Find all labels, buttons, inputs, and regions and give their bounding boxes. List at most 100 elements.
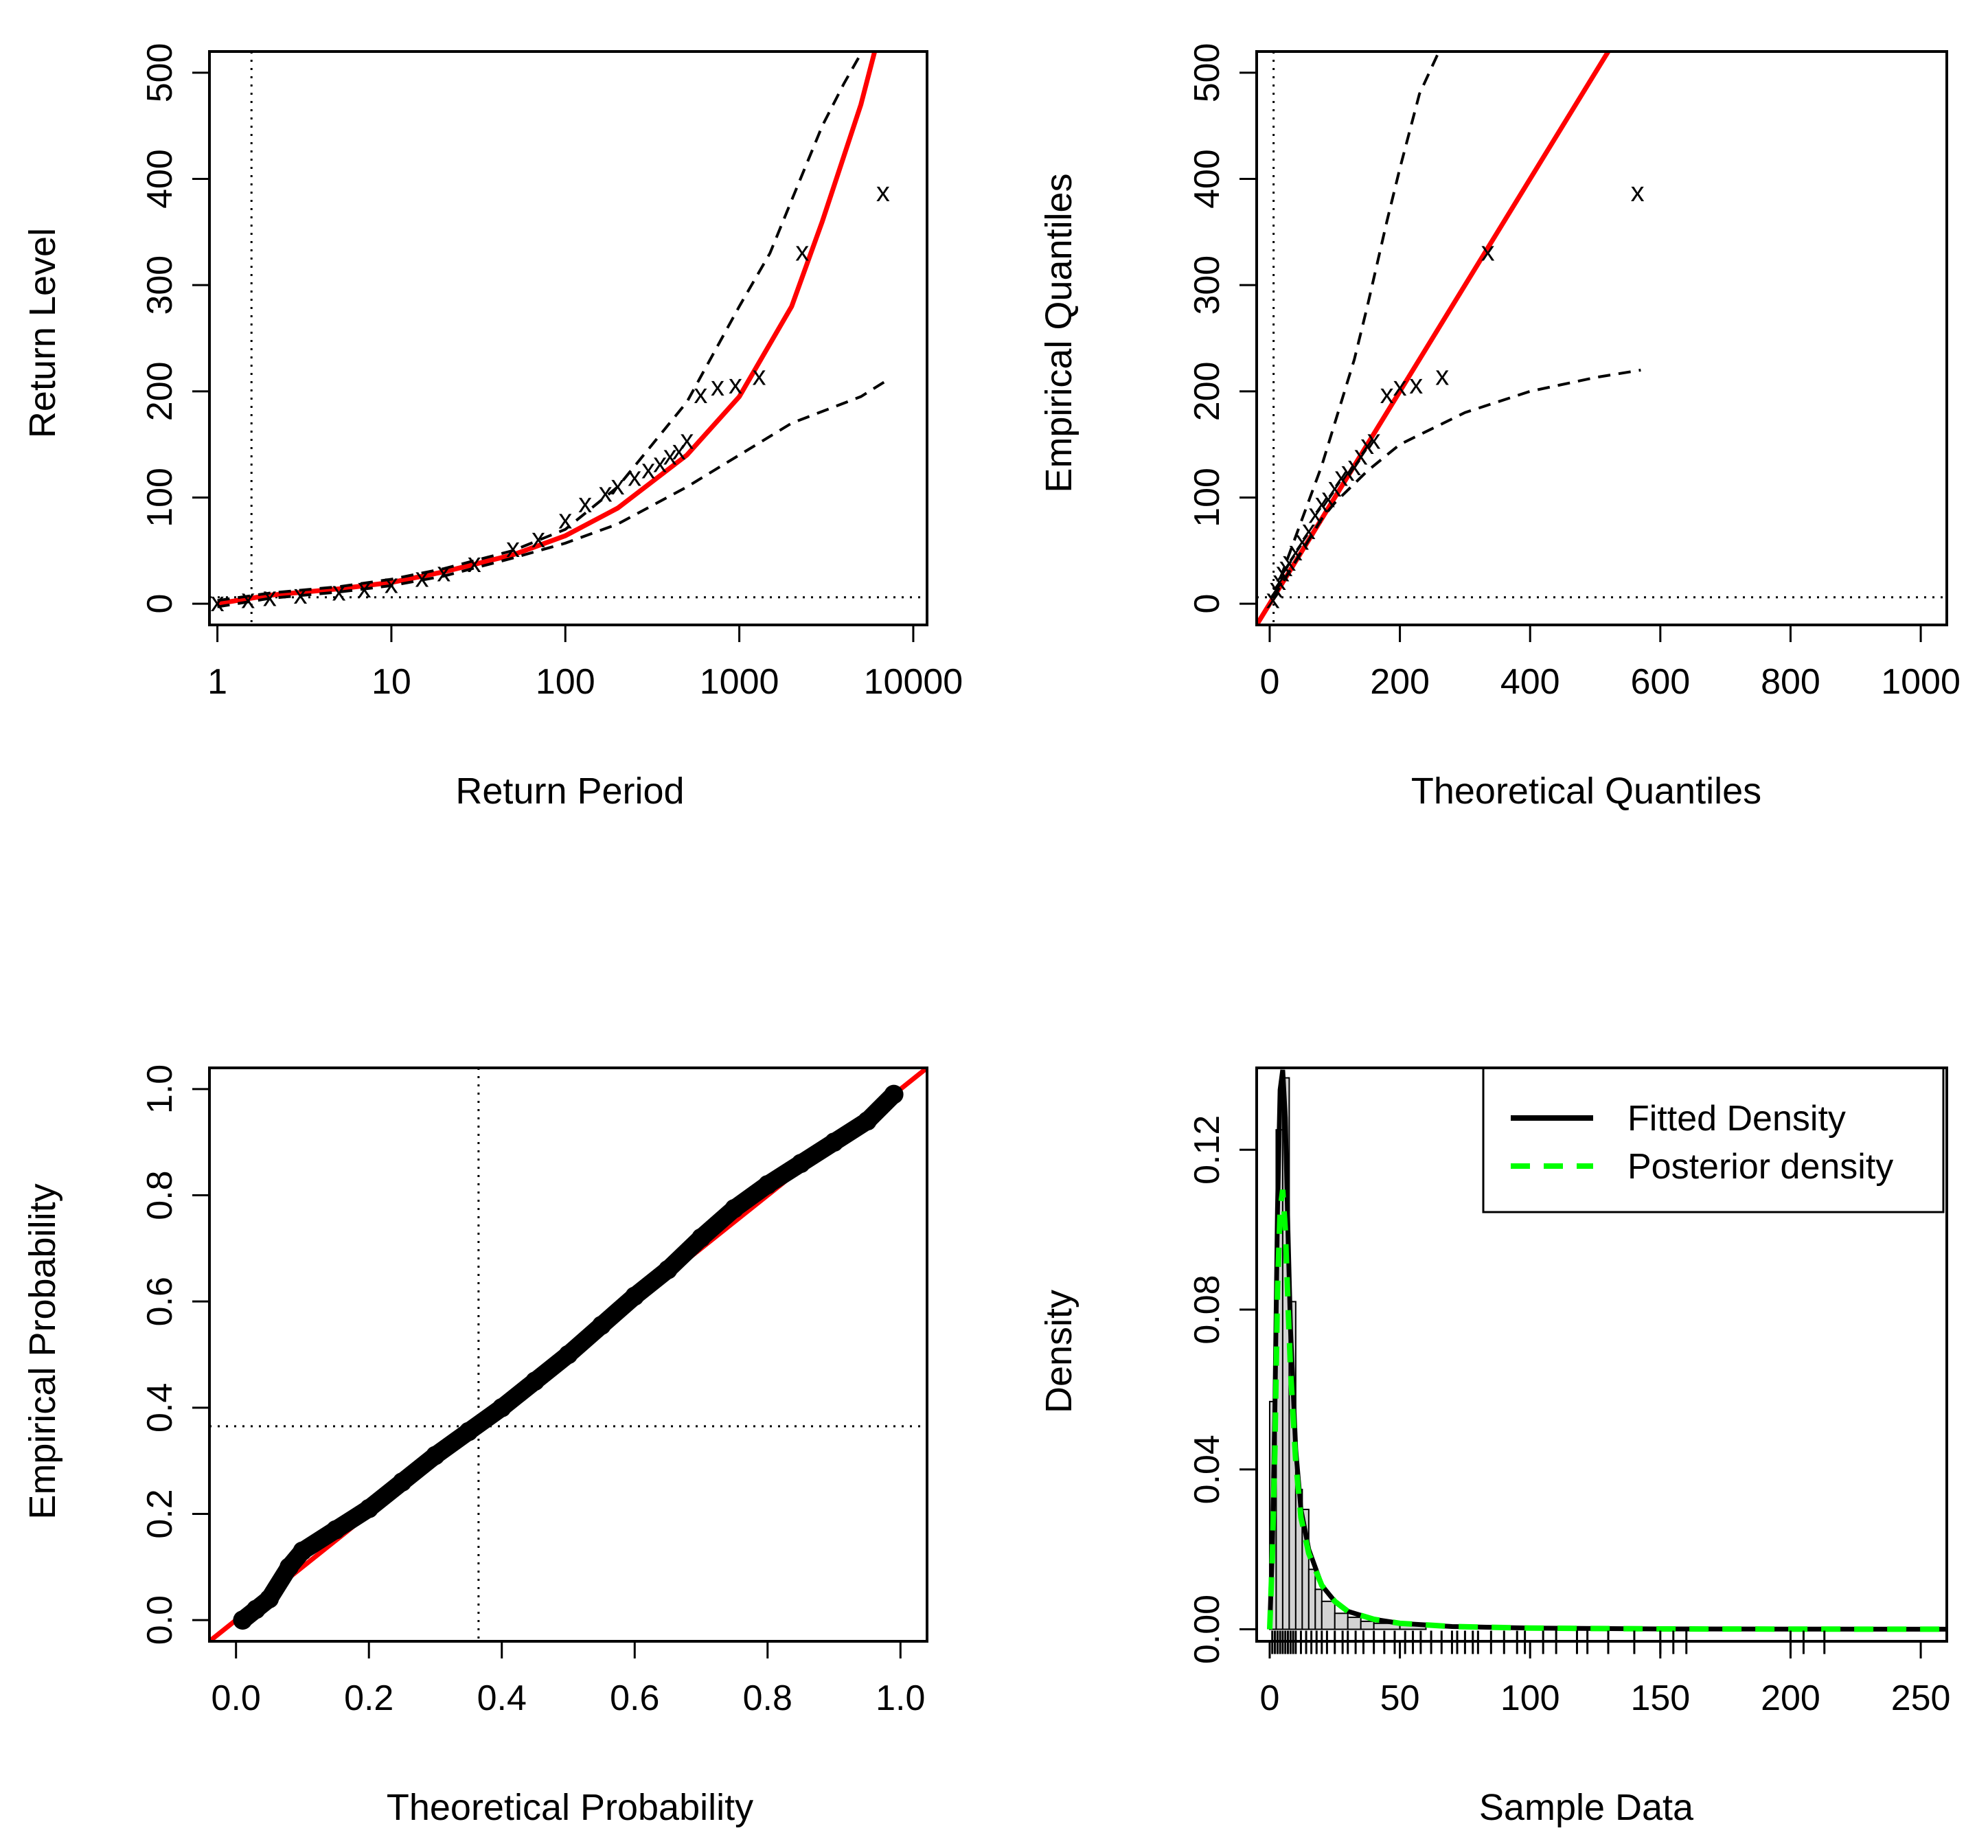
histogram-bar <box>1347 1617 1362 1630</box>
fitted-density-line <box>1267 1069 1947 1632</box>
empirical-return-levels-point: x <box>293 580 307 610</box>
x-tick-label: 0 <box>1260 662 1280 702</box>
x-tick-label: 600 <box>1630 662 1690 702</box>
probabilities-point <box>824 1132 844 1152</box>
probabilities-point <box>459 1422 479 1441</box>
y-tick-label: 0.04 <box>1187 1435 1227 1504</box>
quantiles-point: x <box>1409 369 1423 400</box>
x-tick-label: 200 <box>1761 1678 1820 1718</box>
plot-frame <box>208 50 928 626</box>
x-tick-label: 0 <box>1260 1678 1280 1718</box>
x-tick-label: 0.0 <box>212 1678 261 1718</box>
probabilities-point <box>724 1198 744 1218</box>
empirical-return-levels-point: x <box>694 379 707 409</box>
empirical-return-levels-point: x <box>385 569 398 600</box>
probabilities-point <box>625 1286 645 1306</box>
y-tick-label: 0.4 <box>140 1383 180 1433</box>
empirical-return-levels-point: x <box>468 548 481 578</box>
quantiles-point: x <box>1367 424 1381 455</box>
empirical-return-levels-point: x <box>532 523 545 554</box>
empirical-return-levels-point: x <box>241 584 255 614</box>
x-tick-label: 100 <box>1500 1678 1560 1718</box>
y-axis-label: Empirical Quantiles <box>1038 173 1079 492</box>
empirical-return-levels-point: x <box>672 435 686 466</box>
x-axis: 0.0 0.2 0.4 0.6 0.8 1.0 <box>212 1641 925 1718</box>
empirical-return-levels-point: x <box>795 237 809 267</box>
empirical-return-levels-point: x <box>711 372 724 402</box>
y-tick-label: 0.12 <box>1187 1115 1227 1185</box>
y-tick-label: 300 <box>140 255 180 315</box>
probabilities-point <box>325 1520 345 1540</box>
empirical-return-levels-point: x <box>578 488 592 518</box>
x-axis: 0 50 100 150 200 250 <box>1260 1641 1950 1718</box>
x-tick-label: 400 <box>1500 662 1560 702</box>
quantiles-point: x <box>1393 372 1407 402</box>
empirical-return-levels-point: x <box>437 558 450 588</box>
y-tick-label: 0.8 <box>140 1170 180 1220</box>
probabilities-point <box>246 1599 266 1619</box>
y-tick-label: 0.00 <box>1187 1595 1227 1664</box>
y-axis: 0.00 0.04 0.08 0.12 <box>1187 1115 1257 1664</box>
probabilities-point <box>233 1610 253 1630</box>
probabilities-point <box>359 1498 379 1518</box>
y-tick-label: 100 <box>140 468 180 527</box>
plot-area <box>1266 1069 1947 1632</box>
empirical-return-levels-point: x <box>680 424 694 455</box>
upper-ci-line <box>217 53 862 602</box>
legend-box <box>1482 1066 1945 1213</box>
quantiles-point: x <box>1360 430 1374 460</box>
y-tick-label: 1.0 <box>140 1064 180 1114</box>
x-tick-label: 1000 <box>1881 662 1961 702</box>
plot-frame <box>1255 50 1948 626</box>
x-tick-label: 0.6 <box>610 1678 659 1718</box>
x-tick-label: 200 <box>1370 662 1430 702</box>
legend-label-posterior: Posterior density <box>1627 1147 1893 1187</box>
quantiles-point: x <box>1308 499 1322 529</box>
legend: Fitted Density Posterior density <box>1482 1066 1945 1213</box>
empirical-return-levels-point: x <box>628 462 641 492</box>
y-tick-label: 0.08 <box>1187 1275 1227 1344</box>
x-tick-label: 150 <box>1630 1678 1690 1718</box>
probabilities-point <box>279 1557 299 1577</box>
y-tick-label: 0.6 <box>140 1277 180 1326</box>
y-tick-label: 100 <box>1187 468 1227 527</box>
quantiles-point: x <box>1347 451 1361 481</box>
x-tick-label: 1.0 <box>876 1678 925 1718</box>
x-axis-label: Theoretical Quantiles <box>1411 771 1761 812</box>
x-axis: 1 10 100 1000 10000 <box>207 625 963 702</box>
density-panel: Sample Data Density Fitted Density Poste… <box>1038 1066 1950 1828</box>
lower-ci-line <box>217 379 887 608</box>
probabilities-point <box>658 1259 678 1279</box>
histogram-bar <box>1321 1600 1336 1630</box>
pp-plot-panel: Theoretical Probability Empirical Probab… <box>22 1064 928 1828</box>
histogram-bar <box>1307 1568 1316 1630</box>
quantiles-point: x <box>1276 558 1290 588</box>
histogram-bar <box>1334 1612 1349 1630</box>
y-axis-label: Empirical Probability <box>22 1183 63 1519</box>
y-tick-label: 400 <box>1187 149 1227 209</box>
y-tick-label: 500 <box>140 43 180 103</box>
probabilities-point <box>558 1345 578 1365</box>
quantiles-point: x <box>1631 177 1645 207</box>
quantiles-point: x <box>1315 488 1329 518</box>
probabilities-point <box>857 1111 877 1131</box>
y-tick-label: 400 <box>140 149 180 209</box>
empirical-return-levels-point: x <box>653 448 667 478</box>
empirical-return-levels-point: x <box>332 577 346 607</box>
empirical-return-levels-point: x <box>663 441 677 471</box>
empirical-return-levels-point: x <box>211 587 225 617</box>
empirical-return-levels-point: x <box>415 562 429 593</box>
probabilities-point <box>492 1398 512 1417</box>
x-tick-label: 10 <box>372 662 411 702</box>
probabilities-point <box>791 1154 811 1174</box>
quantiles-point: x <box>1272 566 1286 596</box>
probabilities-point <box>591 1315 611 1335</box>
y-axis: 0.0 0.2 0.4 0.6 0.8 1.0 <box>140 1064 209 1645</box>
y-axis: 0 100 200 300 400 500 <box>1187 43 1257 614</box>
return-level-panel: Return Period Return Level x x x x x x x x x x x xx… <box>22 43 963 812</box>
empirical-return-levels-point: x <box>599 478 613 508</box>
quantiles-point: x <box>1266 584 1280 614</box>
